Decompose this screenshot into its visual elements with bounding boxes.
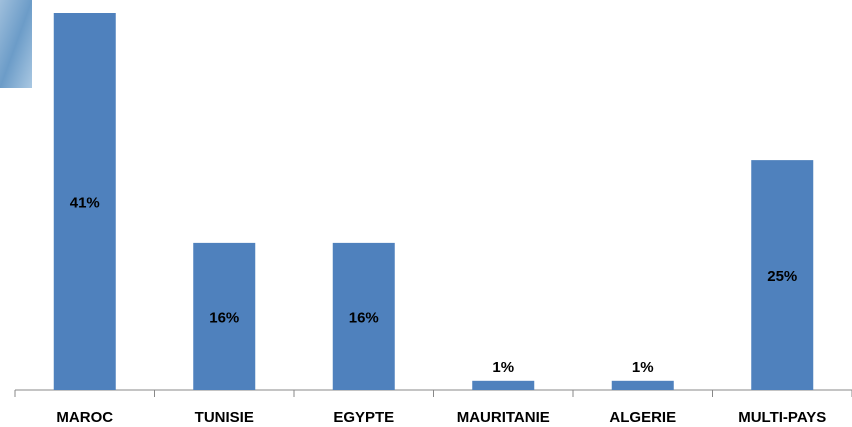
data-label: 41%	[70, 194, 100, 211]
bar	[472, 380, 535, 390]
bar	[332, 242, 395, 390]
bar	[611, 380, 674, 390]
bar	[193, 242, 256, 390]
bar	[751, 160, 814, 390]
x-tick-label: EGYPTE	[333, 409, 394, 426]
data-label: 1%	[492, 359, 514, 376]
x-tick-label: MAROC	[56, 409, 113, 426]
data-label: 16%	[349, 309, 379, 326]
bar	[53, 13, 116, 390]
map-image	[0, 0, 32, 88]
x-tick-label: TUNISIE	[195, 409, 254, 426]
x-tick-label: MAURITANIE	[457, 409, 550, 426]
data-label: 1%	[632, 359, 654, 376]
x-tick-label: ALGERIE	[609, 409, 676, 426]
data-label: 25%	[767, 268, 797, 285]
data-label: 16%	[209, 309, 239, 326]
x-tick-label: MULTI-PAYS	[738, 409, 826, 426]
